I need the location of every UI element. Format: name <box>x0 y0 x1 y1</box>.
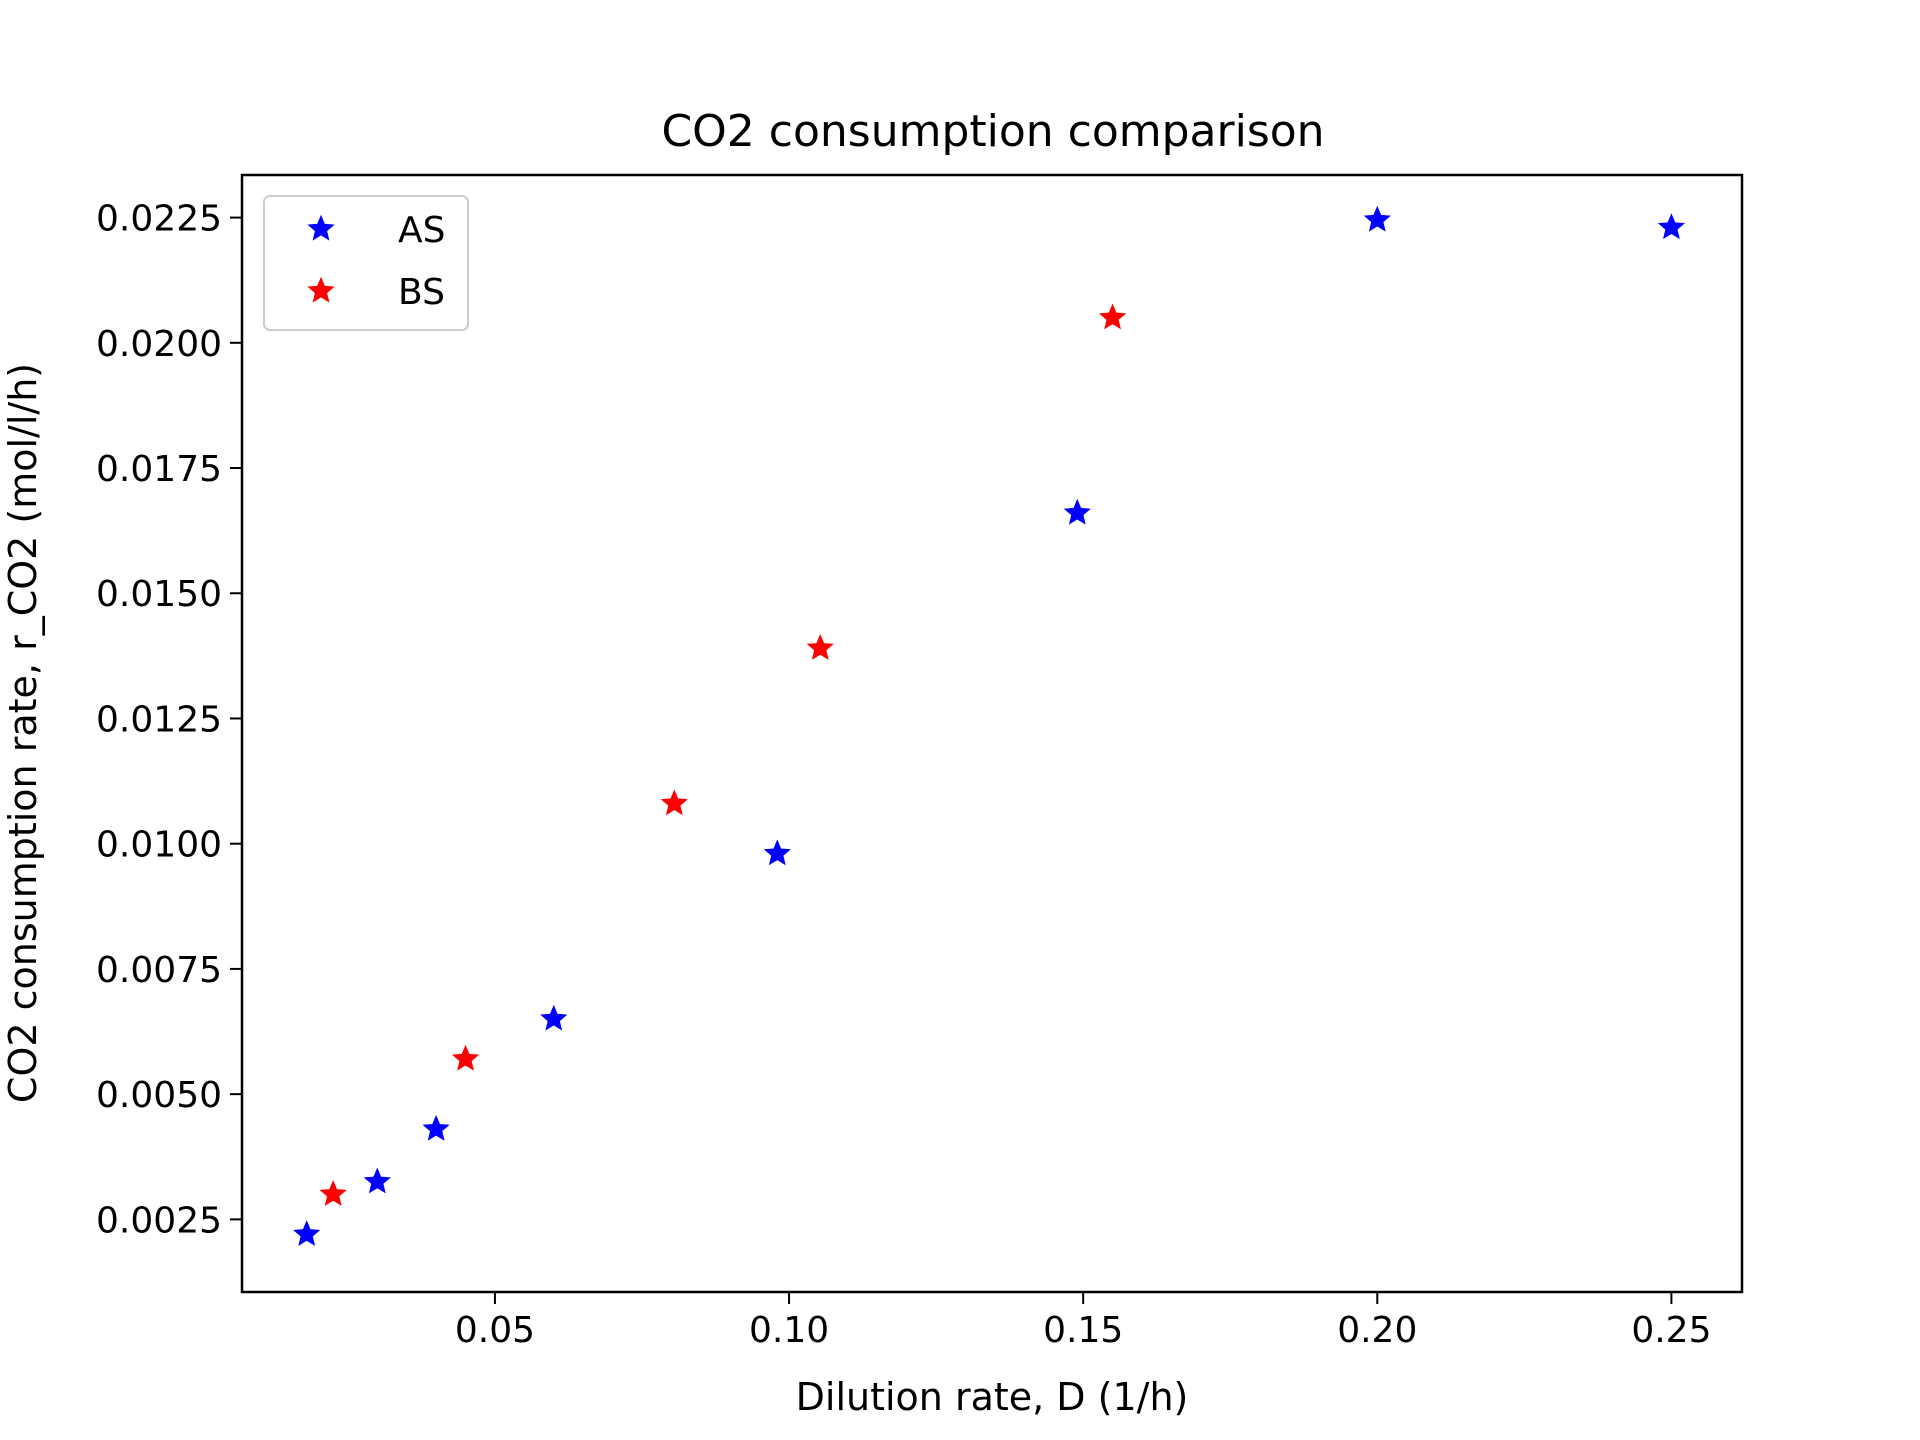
x-tick-label: 0.25 <box>1631 1310 1711 1351</box>
legend: AS BS <box>263 195 469 331</box>
data-points <box>293 205 1686 1246</box>
y-tick-label: 0.0200 <box>96 324 222 365</box>
data-point-bs <box>1098 303 1127 330</box>
legend-label-as: AS <box>398 210 445 251</box>
data-point-as <box>293 1220 321 1246</box>
y-tick-label: 0.0125 <box>96 699 222 740</box>
data-point-as <box>363 1167 391 1194</box>
y-tick-label: 0.0050 <box>96 1075 222 1116</box>
legend-marker-as <box>307 214 335 241</box>
legend-label-bs: BS <box>398 272 445 313</box>
y-tick-label: 0.0175 <box>96 449 222 490</box>
data-point-as <box>1063 498 1091 525</box>
y-tick-label: 0.0150 <box>96 574 222 615</box>
y-tick-label: 0.0225 <box>96 199 222 240</box>
x-tick-label: 0.05 <box>455 1310 535 1351</box>
x-axis-label: Dilution rate, D (1/h) <box>796 1375 1189 1419</box>
data-point-as <box>1363 205 1391 232</box>
data-point-bs <box>660 789 688 816</box>
x-tick-label: 0.15 <box>1043 1310 1123 1351</box>
plot-area: 0.05 0.10 0.15 0.20 0.25 0.00250.00500.00750… <box>96 173 1744 1351</box>
data-point-bs <box>806 634 834 660</box>
x-tick-label: 0.20 <box>1337 1310 1417 1351</box>
x-tick-label: 0.10 <box>749 1310 829 1351</box>
y-tick-label: 0.0075 <box>96 950 222 991</box>
y-axis-label: CO2 consumption rate, r_CO2 (mol/l/h) <box>1 363 45 1103</box>
y-axis: 0.0025 0.0050 0.0075 0.0100 0.0125 0.0150 0.01… <box>96 199 242 1241</box>
data-point-as <box>422 1114 450 1141</box>
data-point-as <box>540 1004 568 1031</box>
data-point-as <box>1657 213 1686 240</box>
data-point-as <box>763 839 791 866</box>
data-point-bs <box>451 1044 480 1071</box>
chart-title: CO2 consumption comparison <box>661 106 1324 157</box>
plot-frame <box>240 173 1744 1294</box>
legend-marker-bs <box>307 276 335 303</box>
x-axis: 0.05 0.10 0.15 0.20 0.25 <box>455 1292 1711 1351</box>
y-tick-label: 0.0100 <box>96 825 222 866</box>
data-point-bs <box>319 1180 347 1206</box>
y-tick-label: 0.0025 <box>96 1200 222 1241</box>
